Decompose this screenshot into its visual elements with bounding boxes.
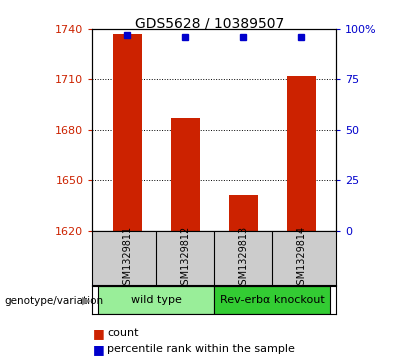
Text: Rev-erbα knockout: Rev-erbα knockout bbox=[220, 295, 325, 305]
Text: GSM1329814: GSM1329814 bbox=[296, 225, 306, 291]
Bar bbox=[98, 286, 214, 314]
Text: GSM1329812: GSM1329812 bbox=[180, 225, 190, 291]
Text: ▶: ▶ bbox=[82, 295, 90, 306]
Text: count: count bbox=[107, 328, 139, 338]
Bar bbox=[113, 34, 142, 231]
Bar bbox=[287, 76, 316, 231]
Text: genotype/variation: genotype/variation bbox=[4, 295, 103, 306]
Bar bbox=[229, 195, 258, 231]
Text: ■: ■ bbox=[92, 327, 104, 340]
Text: percentile rank within the sample: percentile rank within the sample bbox=[107, 344, 295, 354]
Bar bbox=[214, 286, 330, 314]
Text: GSM1329813: GSM1329813 bbox=[238, 225, 248, 291]
Text: GSM1329811: GSM1329811 bbox=[122, 225, 132, 291]
Text: ■: ■ bbox=[92, 343, 104, 356]
Text: wild type: wild type bbox=[131, 295, 181, 305]
Text: GDS5628 / 10389507: GDS5628 / 10389507 bbox=[135, 16, 285, 30]
Bar bbox=[171, 118, 200, 231]
